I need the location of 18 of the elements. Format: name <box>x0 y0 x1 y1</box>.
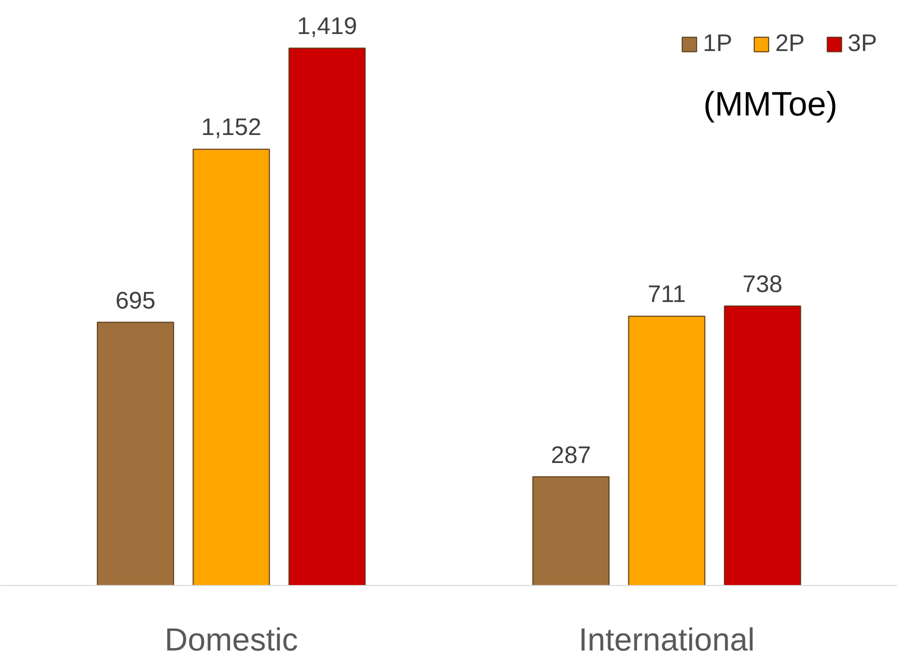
data-label: 1,419 <box>297 13 358 40</box>
bar <box>192 148 270 586</box>
x-tick-label: International <box>578 622 755 658</box>
legend-label: 1P <box>702 30 732 58</box>
data-label: 738 <box>742 271 783 298</box>
bar <box>724 306 802 586</box>
data-label: 711 <box>648 281 686 308</box>
annotation: (MMToe) <box>703 85 838 124</box>
x-tick-label: Domestic <box>164 622 298 658</box>
data-label: 695 <box>115 287 156 314</box>
bar <box>96 322 174 586</box>
legend-label: 2P <box>775 30 805 58</box>
legend-label: 3P <box>848 30 877 58</box>
bar <box>532 476 610 586</box>
bar <box>628 316 706 586</box>
data-label: 287 <box>550 442 591 469</box>
bar <box>288 48 366 586</box>
data-label: 1,152 <box>201 114 262 142</box>
